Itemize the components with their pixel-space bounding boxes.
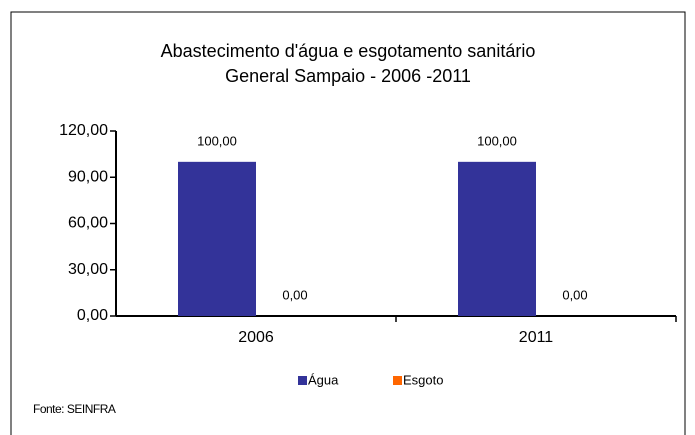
- legend-label: Esgoto: [403, 372, 443, 387]
- value-label: 0,00: [282, 287, 307, 302]
- y-tick-label: 120,00: [59, 122, 108, 139]
- value-label: 0,00: [562, 287, 587, 302]
- legend-swatch: [393, 376, 402, 385]
- chart-subtitle: General Sampaio - 2006 -2011: [225, 66, 471, 86]
- x-tick-label: 2006: [238, 329, 274, 346]
- bar: [178, 161, 256, 316]
- legend-swatch: [298, 376, 307, 385]
- bar: [458, 161, 536, 316]
- y-tick-label: 90,00: [68, 168, 108, 185]
- legend-label: Água: [308, 372, 339, 387]
- value-label: 100,00: [477, 133, 517, 148]
- chart-title: Abastecimento d'água e esgotamento sanit…: [161, 41, 536, 61]
- y-tick-label: 60,00: [68, 215, 108, 232]
- source: Fonte: SEINFRA: [33, 402, 116, 416]
- y-tick-label: 0,00: [77, 307, 108, 324]
- chart-frame: [10, 11, 686, 435]
- y-tick-label: 30,00: [68, 261, 108, 278]
- x-tick-label: 2011: [519, 329, 554, 346]
- value-label: 100,00: [197, 133, 237, 148]
